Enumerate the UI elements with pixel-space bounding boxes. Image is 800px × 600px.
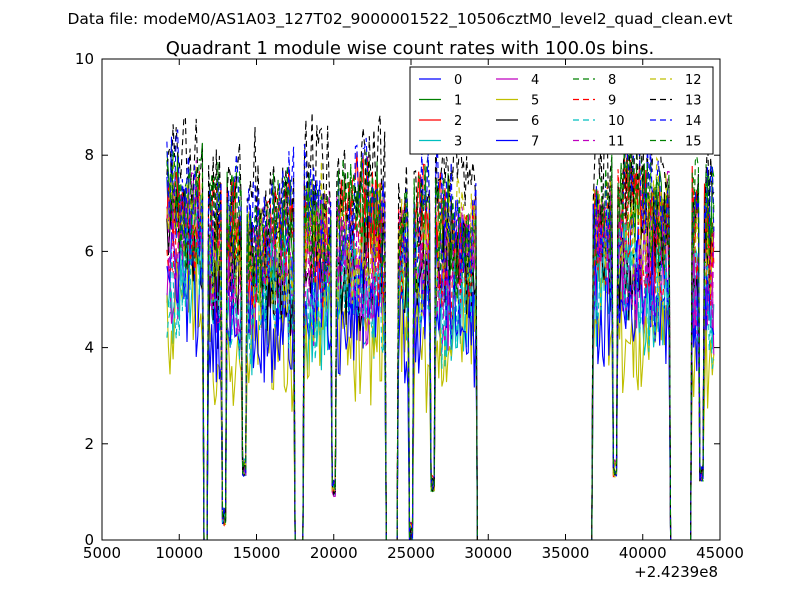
series-layer (166, 92, 715, 540)
legend-label-10: 10 (608, 114, 625, 129)
y-tick-label: 8 (84, 146, 94, 164)
y-tick-label: 10 (75, 50, 94, 68)
legend-label-14: 14 (685, 114, 702, 129)
y-tick-label: 2 (84, 435, 94, 453)
legend-label-7: 7 (531, 135, 539, 150)
x-tick-label: 15000 (233, 544, 281, 562)
x-tick-label: 25000 (387, 544, 435, 562)
x-offset-label: +2.4239e8 (634, 563, 718, 581)
legend-label-8: 8 (608, 73, 616, 88)
legend-label-0: 0 (454, 73, 462, 88)
x-tick-label: 5000 (83, 544, 121, 562)
chart-title: Quadrant 1 module wise count rates with … (166, 38, 655, 59)
data-file-header: Data file: modeM0/AS1A03_127T02_90000015… (67, 10, 732, 29)
x-tick-label: 20000 (310, 544, 358, 562)
legend-label-1: 1 (454, 94, 462, 109)
x-tick-label: 30000 (464, 544, 512, 562)
y-tick-label: 0 (84, 531, 94, 549)
axis-ticks: 5000 10000 15000 20000 25000 30000 35000 40000 4… (75, 50, 744, 562)
series-line-5 (166, 240, 715, 540)
series-line-15 (166, 137, 715, 540)
legend-label-4: 4 (531, 73, 539, 88)
legend-box (409, 66, 714, 155)
legend-label-3: 3 (454, 135, 462, 150)
y-tick-label: 4 (84, 339, 94, 357)
x-tick-label: 10000 (155, 544, 203, 562)
series-line-4 (166, 184, 715, 540)
legend-label-9: 9 (608, 94, 616, 109)
y-tick-label: 6 (84, 242, 94, 260)
legend-label-2: 2 (454, 114, 462, 129)
legend-label-13: 13 (685, 94, 702, 109)
x-tick-label: 45000 (696, 544, 744, 562)
legend-label-5: 5 (531, 94, 539, 109)
legend-label-6: 6 (531, 114, 539, 129)
series-line-13 (166, 92, 715, 540)
legend-label-12: 12 (685, 73, 702, 88)
legend-label-15: 15 (685, 135, 702, 150)
x-tick-label: 40000 (619, 544, 667, 562)
x-tick-label: 35000 (542, 544, 590, 562)
legend-label-11: 11 (608, 135, 625, 150)
